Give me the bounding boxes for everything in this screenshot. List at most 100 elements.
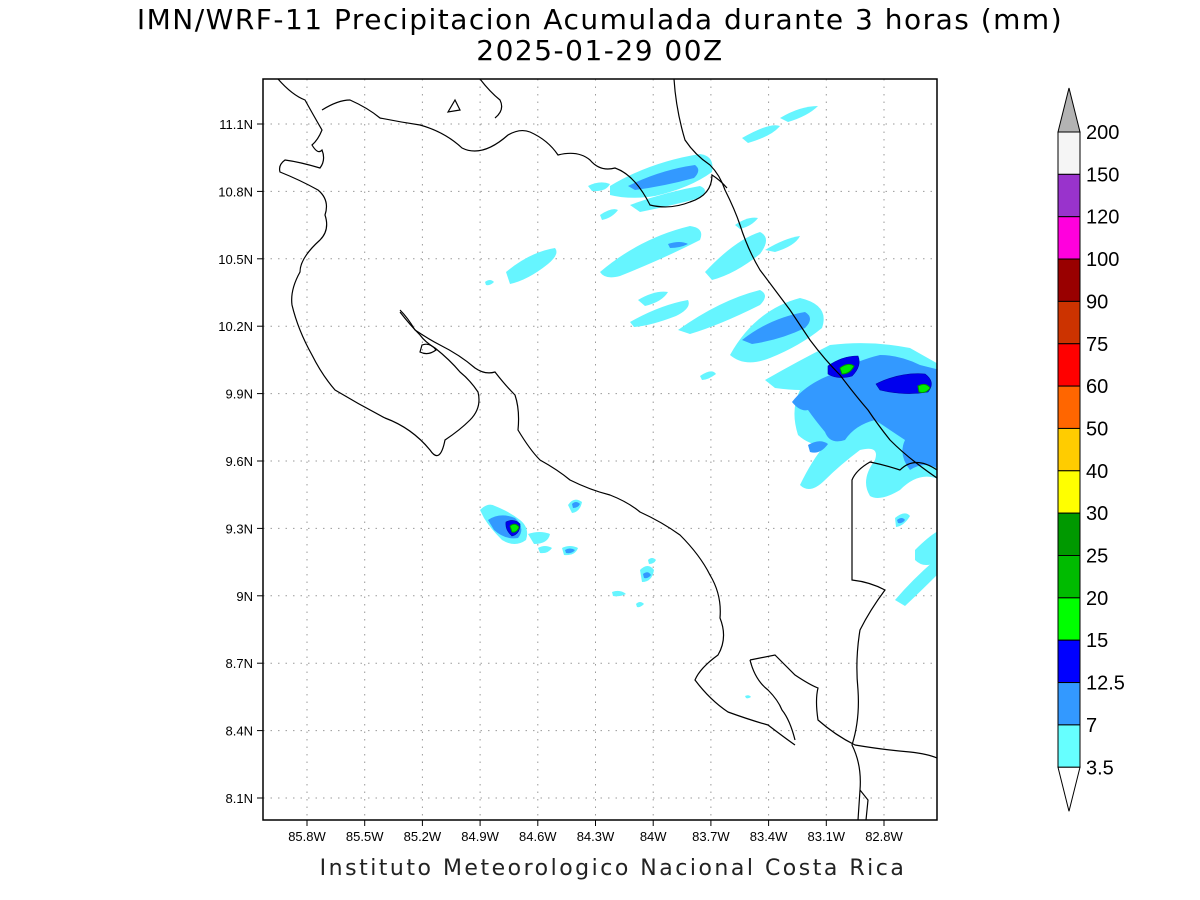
precip-cell	[630, 300, 689, 327]
lat-tick-label: 10.2N	[218, 319, 253, 334]
colorbar-segment	[1057, 385, 1081, 429]
colorbar-label: 3.5	[1086, 757, 1114, 779]
colorbar-segment	[1057, 343, 1081, 387]
colorbar-label: 75	[1086, 334, 1108, 356]
colorbar-label: 120	[1086, 207, 1119, 229]
lon-tick-label: 85.2W	[404, 829, 442, 844]
lat-tick-label: 8.1N	[226, 791, 253, 806]
colorbar-label: 20	[1086, 588, 1108, 610]
colorbar-segment	[1057, 724, 1081, 768]
colorbar-label: 7	[1086, 715, 1097, 737]
lon-tick-label: 84.9W	[461, 829, 499, 844]
footer-credit: Instituto Meteorologico Nacional Costa R…	[319, 856, 907, 881]
colorbar-over-triangle	[1057, 87, 1081, 133]
nicaragua-lake-edge	[479, 79, 503, 119]
precip-cell	[528, 532, 550, 544]
colorbar-label: 100	[1086, 249, 1119, 271]
lon-tick-label: 83.1W	[808, 829, 846, 844]
precip-cell	[700, 371, 716, 380]
precip-cell	[839, 363, 855, 375]
precip-cell	[572, 502, 580, 508]
north-border	[321, 99, 728, 208]
golfo-dulce	[749, 659, 796, 741]
colorbar-segment	[1057, 427, 1081, 472]
colorbar-segment	[1057, 555, 1081, 599]
osa-peninsula	[749, 654, 937, 759]
lon-tick-label: 83.7W	[692, 829, 730, 844]
precip-cell	[742, 312, 810, 344]
longitude-axis: 85.8W 85.5W 85.2W 84.9W 84.6W 84.3W 84W 83.7W 83…	[288, 820, 904, 844]
precip-cell	[745, 695, 751, 699]
colorbar-segment	[1057, 597, 1081, 641]
lat-tick-label: 9N	[236, 589, 253, 604]
precip-cell	[808, 441, 828, 453]
lon-tick-label: 83.4W	[750, 829, 788, 844]
precip-cell	[538, 546, 552, 554]
colorbar-label: 50	[1086, 418, 1108, 440]
colorbar-label: 90	[1086, 291, 1108, 313]
precip-cell	[875, 373, 932, 394]
colorbar-label: 200	[1086, 122, 1119, 144]
colorbar-segment	[1057, 512, 1081, 557]
precip-cell	[678, 290, 765, 334]
coastlines-and-borders	[277, 79, 937, 820]
map-panel: 85.8W 85.5W 85.2W 84.9W 84.6W 84.3W 84W 83.7W 83…	[218, 78, 938, 844]
colorbar-label: 12.5	[1086, 673, 1125, 695]
lon-tick-label: 84.6W	[519, 829, 557, 844]
precip-cell	[506, 248, 557, 284]
panama-border	[851, 461, 937, 820]
latitude-axis: 11.1N 10.8N 10.5N 10.2N 9.9N 9.6N 9.3N 9N 8.7N 8.…	[218, 117, 263, 806]
map-title: IMN/WRF-11 Precipitacion Acumulada duran…	[136, 3, 1064, 36]
burica	[859, 789, 869, 820]
lon-tick-label: 84W	[640, 829, 667, 844]
colorbar-label: 60	[1086, 376, 1108, 398]
colorbar-segment	[1057, 682, 1081, 726]
colorbar-label: 150	[1086, 164, 1119, 186]
lon-tick-label: 84.3W	[577, 829, 615, 844]
precipitation-field	[480, 106, 937, 699]
precip-cell	[742, 125, 780, 143]
precip-cell	[588, 182, 610, 192]
precip-cell	[648, 558, 656, 564]
colorbar-segment	[1057, 300, 1081, 345]
precip-cell	[612, 590, 626, 597]
colorbar-segment	[1057, 216, 1081, 260]
precip-cell	[565, 548, 575, 554]
map-subtitle-datetime: 2025-01-29 00Z	[476, 34, 724, 67]
precip-cell	[630, 186, 705, 212]
map-frame	[262, 78, 938, 821]
colorbar-label: 15	[1086, 630, 1108, 652]
precip-cell	[636, 602, 644, 608]
precip-cell	[915, 531, 937, 565]
precip-cell	[485, 280, 494, 286]
lat-tick-label: 9.6N	[226, 454, 253, 469]
precip-cell	[897, 518, 905, 524]
precip-cell	[628, 165, 699, 190]
precip-7mm	[488, 165, 937, 579]
precip-cell	[643, 572, 651, 579]
colorbar-label: 40	[1086, 461, 1108, 483]
lon-tick-label: 85.8W	[288, 829, 326, 844]
lon-tick-label: 82.8W	[865, 829, 903, 844]
colorbar-segment	[1057, 258, 1081, 302]
precip-cell	[917, 383, 931, 393]
precip-cell	[600, 209, 618, 220]
lat-tick-label: 11.1N	[219, 117, 253, 132]
lon-tick-label: 85.5W	[346, 829, 384, 844]
precip-15mm	[509, 363, 931, 533]
lat-tick-label: 8.4N	[226, 724, 253, 739]
colorbar-segment	[1057, 639, 1081, 684]
nicoya-gulf	[399, 309, 796, 746]
precip-cell	[638, 291, 668, 306]
precip-cell	[668, 242, 688, 248]
lat-tick-label: 10.5N	[218, 252, 253, 267]
lat-tick-label: 9.9N	[226, 387, 253, 402]
precip-cell	[509, 523, 520, 533]
colorbar-segment	[1057, 470, 1081, 514]
colorbar-under-triangle	[1057, 766, 1081, 812]
colorbar-label: 25	[1086, 546, 1108, 568]
lat-tick-label: 10.8N	[218, 184, 253, 199]
nicaragua-coast	[277, 79, 480, 457]
island-north	[446, 98, 461, 113]
precip-cell	[600, 226, 702, 278]
